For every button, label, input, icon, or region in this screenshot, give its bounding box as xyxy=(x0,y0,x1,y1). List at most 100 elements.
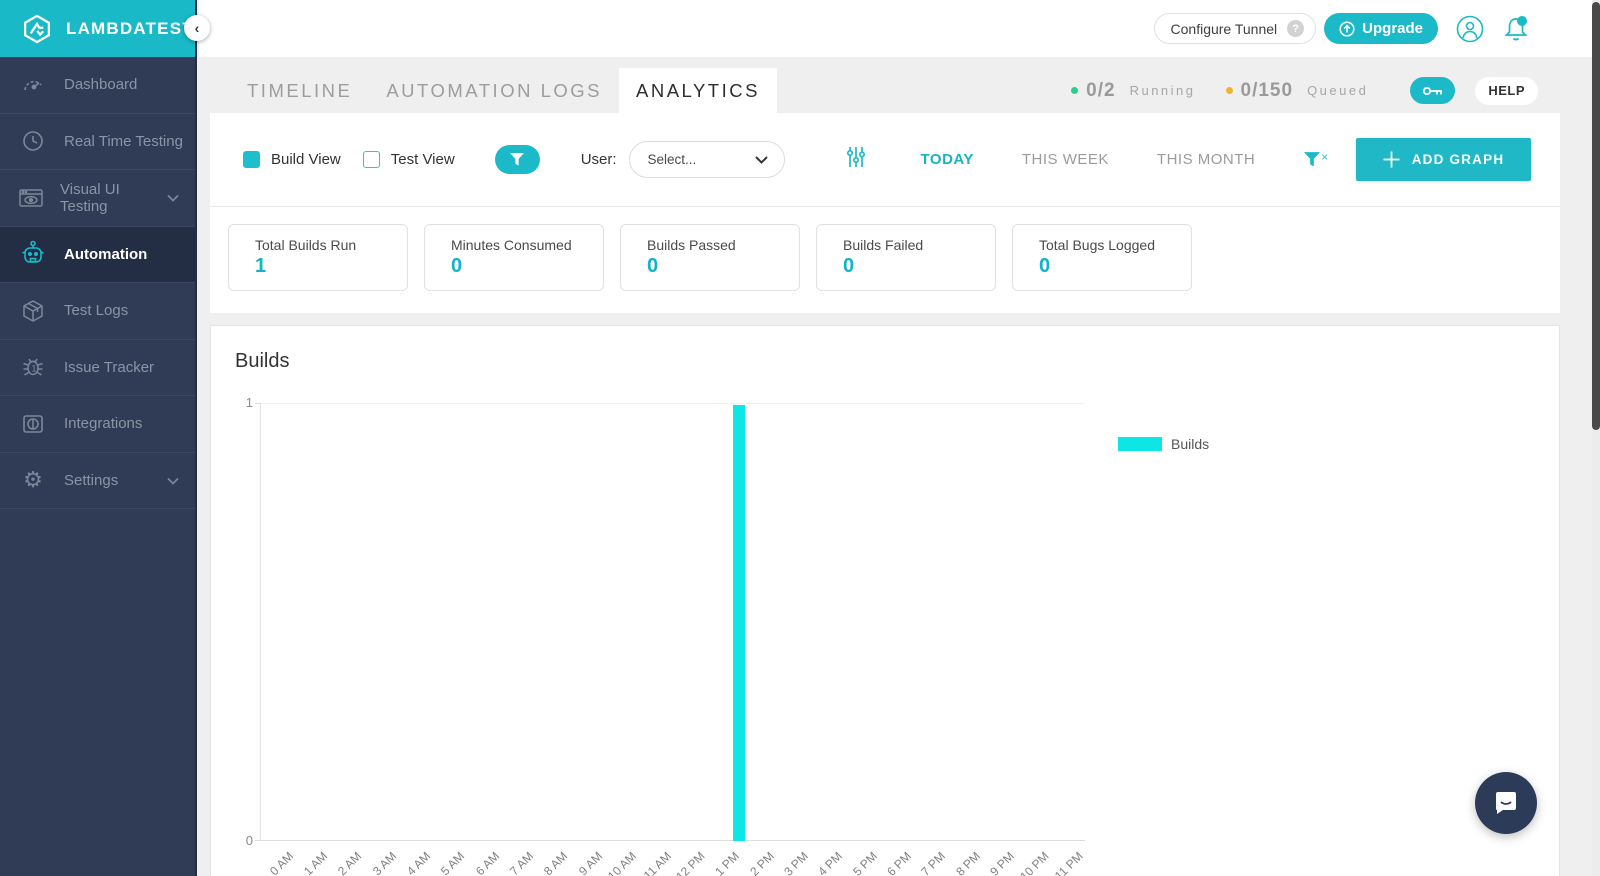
sidebar-item-test-logs[interactable]: Test Logs xyxy=(0,283,195,340)
x-tick-label: 9 AM xyxy=(575,849,606,876)
user-select-dropdown[interactable]: Select... xyxy=(628,141,785,178)
x-tick-label: 3 AM xyxy=(369,849,400,876)
clear-filter-button[interactable]: × xyxy=(1304,150,1328,167)
y-tick-mark xyxy=(255,840,261,841)
robot-icon xyxy=(18,240,48,268)
chevron-down-icon xyxy=(167,189,179,206)
status-cluster: 0/2 Running 0/150 Queued HELP xyxy=(1071,68,1538,113)
brand-name: LAMBDATEST xyxy=(66,18,194,38)
x-tick-label: 6 PM xyxy=(884,849,915,876)
lambdatest-logo-icon xyxy=(24,14,50,43)
chevron-down-icon xyxy=(754,151,768,169)
funnel-filled-icon xyxy=(1304,152,1321,167)
sidebar-item-settings[interactable]: ⚙ Settings xyxy=(0,453,195,509)
range-today[interactable]: TODAY xyxy=(920,151,974,168)
sidebar-item-integrations[interactable]: Integrations xyxy=(0,396,195,453)
chat-widget-button[interactable] xyxy=(1475,772,1537,834)
x-tick-label: 8 PM xyxy=(953,849,983,876)
chart-bar[interactable] xyxy=(732,405,745,841)
integrations-icon xyxy=(18,410,48,438)
x-tick-label: 1 PM xyxy=(712,849,743,876)
x-tick-label: 12 PM xyxy=(673,849,709,876)
speedometer-icon xyxy=(18,71,48,99)
sidebar-item-real-time-testing[interactable]: Real Time Testing xyxy=(0,114,195,170)
help-question-icon[interactable]: ? xyxy=(1287,20,1305,37)
build-view-label: Build View xyxy=(271,151,341,168)
running-dot-icon xyxy=(1071,87,1079,94)
x-tick-label: 7 PM xyxy=(918,849,949,876)
x-tick-label: 11 AM xyxy=(640,849,674,876)
sidebar-item-automation[interactable]: Automation xyxy=(0,226,195,283)
tab-timeline[interactable]: TIMELINE xyxy=(247,79,353,101)
scrollbar-thumb[interactable] xyxy=(1592,2,1600,430)
legend-label: Builds xyxy=(1171,436,1210,452)
running-label: Running xyxy=(1129,83,1196,98)
sidebar-item-issue-tracker[interactable]: 1 Issue Tracker xyxy=(0,340,195,396)
legend-swatch xyxy=(1118,437,1162,451)
queued-label: Queued xyxy=(1307,83,1369,98)
user-select-value: Select... xyxy=(647,152,697,167)
tab-automation-logs[interactable]: AUTOMATION LOGS xyxy=(386,79,602,101)
sidebar-item-label: Settings xyxy=(64,471,119,489)
gridline xyxy=(261,403,1085,404)
stat-card-builds-passed: Builds Passed 0 xyxy=(620,224,800,291)
configure-tunnel-button[interactable]: Configure Tunnel ? xyxy=(1153,13,1317,44)
x-tick-label: 9 PM xyxy=(987,849,1018,876)
stat-label: Builds Passed xyxy=(647,237,736,253)
stat-card-total-builds-run: Total Builds Run 1 xyxy=(228,224,408,291)
access-key-button[interactable] xyxy=(1410,77,1456,104)
sidebar-item-dashboard[interactable]: Dashboard xyxy=(0,57,195,114)
help-button[interactable]: HELP xyxy=(1475,76,1538,105)
x-tick-label: 5 AM xyxy=(438,849,468,876)
user-filter-label: User: xyxy=(580,151,617,168)
sidebar-collapse-button[interactable]: ‹ xyxy=(184,15,210,41)
x-tick-label: 0 AM xyxy=(266,849,297,876)
gear-icon: ⚙ xyxy=(23,467,43,493)
topbar: Configure Tunnel ? Upgrade xyxy=(199,0,1600,57)
range-this-week[interactable]: THIS WEEK xyxy=(1021,151,1109,168)
filter-button[interactable] xyxy=(494,145,540,174)
y-tick-label: 0 xyxy=(245,833,253,848)
range-this-month[interactable]: THIS MONTH xyxy=(1156,151,1256,168)
y-tick-label: 1 xyxy=(245,395,253,410)
x-tick-label: 2 PM xyxy=(747,849,777,876)
funnel-icon xyxy=(510,153,525,166)
notification-bell-icon[interactable] xyxy=(1502,14,1530,44)
x-tick-label: 8 AM xyxy=(541,849,571,876)
sidebar-item-label: Real Time Testing xyxy=(64,132,183,150)
filter-row: Build View Test View User: Select... xyxy=(210,113,1560,206)
sidebar-item-label: Issue Tracker xyxy=(64,358,155,376)
tab-analytics[interactable]: ANALYTICS xyxy=(619,68,777,113)
upgrade-label: Upgrade xyxy=(1362,20,1423,37)
x-tick-label: 3 PM xyxy=(781,849,812,876)
filters-stats-panel: Build View Test View User: Select... xyxy=(210,113,1560,313)
upgrade-button[interactable]: Upgrade xyxy=(1324,13,1438,44)
stat-value: 0 xyxy=(451,255,463,277)
x-tick-label: 2 AM xyxy=(335,849,365,876)
sliders-icon[interactable] xyxy=(846,146,866,173)
stats-row: Total Builds Run 1 Minutes Consumed 0 Bu… xyxy=(210,207,1560,313)
stat-label: Total Builds Run xyxy=(255,237,357,253)
sidebar-item-label: Dashboard xyxy=(64,76,138,94)
key-icon xyxy=(1422,86,1442,95)
add-graph-label: ADD GRAPH xyxy=(1411,152,1505,167)
user-avatar[interactable] xyxy=(1456,15,1484,43)
stat-value: 1 xyxy=(255,255,267,277)
stat-card-minutes-consumed: Minutes Consumed 0 xyxy=(424,224,604,291)
sidebar: LAMBDATEST Dashboard Real Time Testing xyxy=(0,0,197,876)
sidebar-item-visual-ui-testing[interactable]: Visual UI Testing xyxy=(0,170,195,227)
scrollbar-track[interactable] xyxy=(1592,0,1600,876)
sidebar-item-label: Automation xyxy=(64,245,148,263)
build-view-checkbox[interactable] xyxy=(243,151,260,168)
y-tick-mark xyxy=(255,403,261,404)
chart-legend[interactable]: Builds xyxy=(1118,436,1209,452)
stat-label: Total Bugs Logged xyxy=(1039,237,1155,253)
x-tick-label: 7 AM xyxy=(507,849,537,876)
stat-label: Builds Failed xyxy=(843,237,924,253)
add-graph-button[interactable]: ADD GRAPH xyxy=(1356,138,1531,181)
browser-eye-icon xyxy=(18,184,44,212)
box-icon xyxy=(18,297,48,325)
test-view-checkbox[interactable] xyxy=(362,151,380,168)
